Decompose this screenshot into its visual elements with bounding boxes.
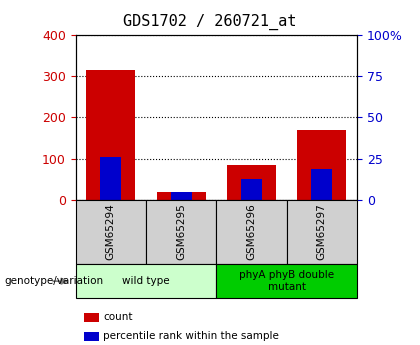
Text: count: count <box>103 313 132 322</box>
Bar <box>171 192 192 200</box>
Text: GDS1702 / 260721_at: GDS1702 / 260721_at <box>123 14 297 30</box>
Text: wild type: wild type <box>122 276 170 286</box>
Text: genotype/variation: genotype/variation <box>4 276 103 286</box>
Text: GSM65297: GSM65297 <box>317 204 327 260</box>
Bar <box>100 157 121 200</box>
Text: GSM65296: GSM65296 <box>247 204 257 260</box>
Bar <box>297 130 346 200</box>
Bar <box>157 192 206 200</box>
Bar <box>311 169 332 200</box>
Bar <box>241 179 262 200</box>
Bar <box>86 70 135 200</box>
Text: GSM65295: GSM65295 <box>176 204 186 260</box>
Text: phyA phyB double
mutant: phyA phyB double mutant <box>239 270 334 292</box>
Bar <box>227 165 276 200</box>
Text: GSM65294: GSM65294 <box>106 204 116 260</box>
Text: percentile rank within the sample: percentile rank within the sample <box>103 332 279 341</box>
